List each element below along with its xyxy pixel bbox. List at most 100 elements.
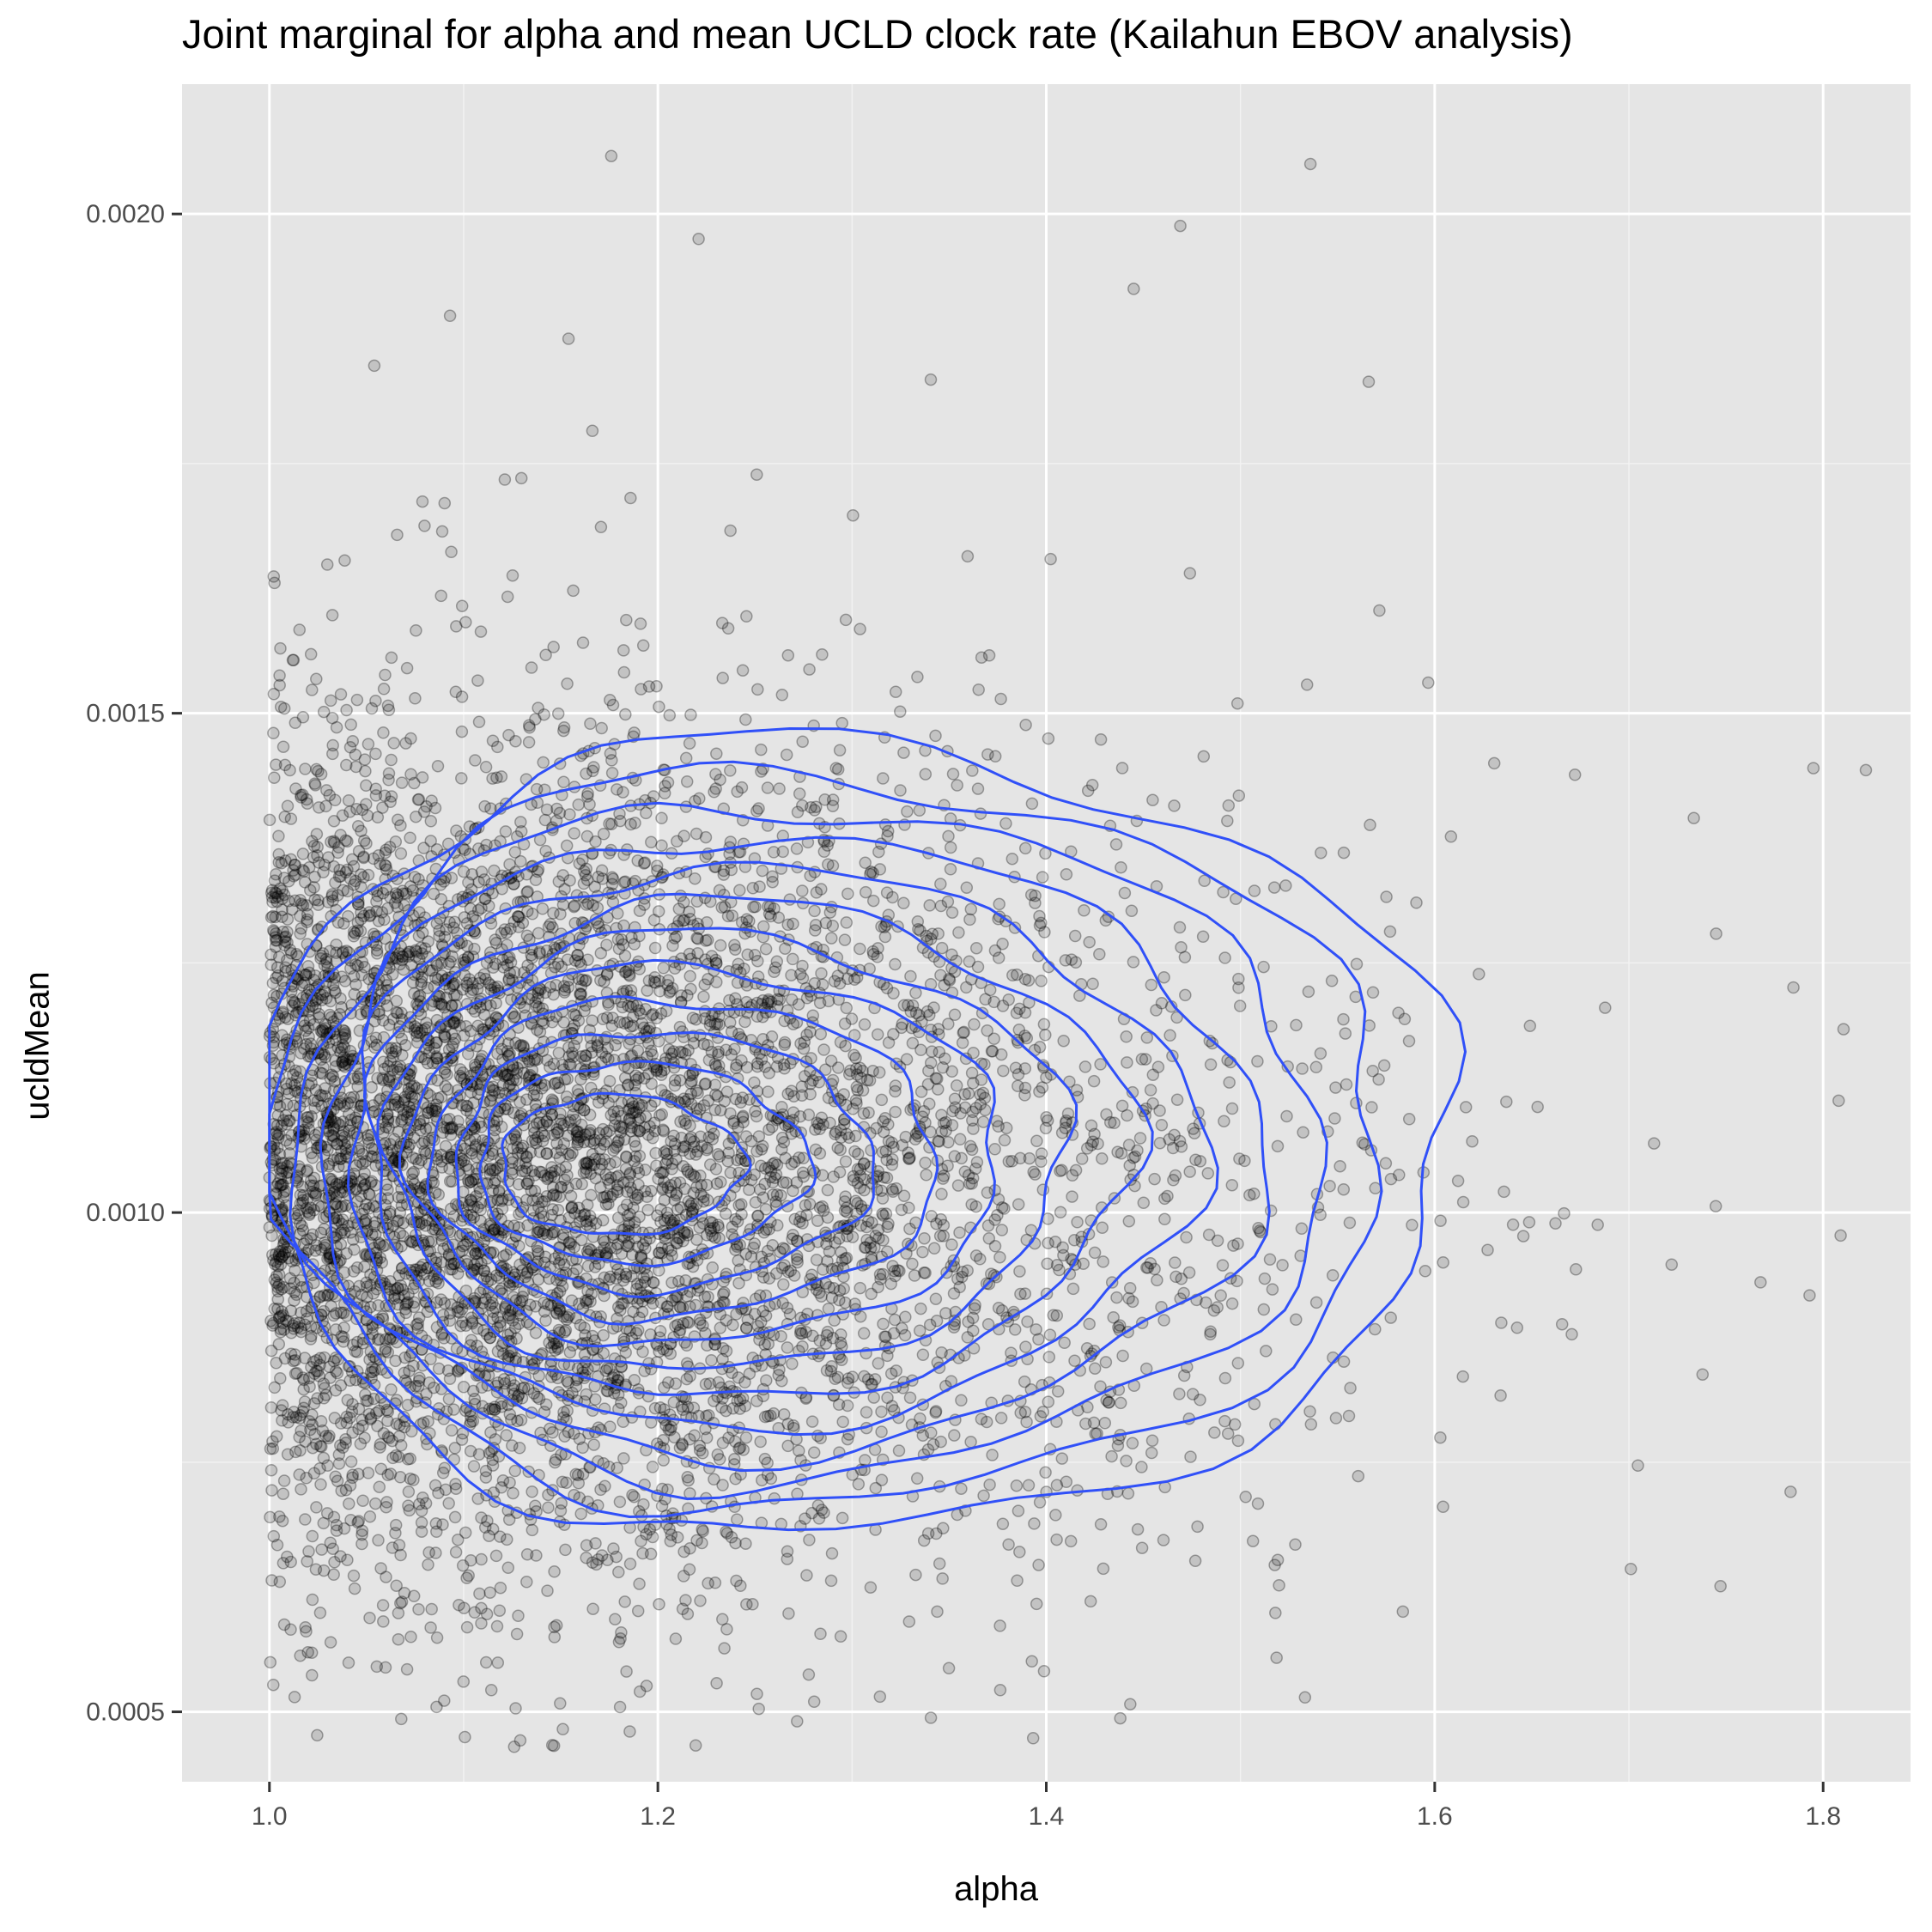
data-point: [283, 1114, 296, 1127]
data-point: [317, 705, 331, 719]
data-point: [404, 732, 417, 745]
data-point: [587, 761, 600, 774]
data-point: [1314, 1047, 1327, 1060]
data-point: [439, 1020, 453, 1033]
data-point: [335, 1484, 348, 1498]
data-point: [544, 1166, 558, 1179]
data-point: [740, 1598, 753, 1611]
data-point: [355, 1288, 368, 1302]
data-point: [811, 1499, 825, 1512]
data-point: [295, 1306, 307, 1320]
data-point: [498, 473, 512, 486]
data-point: [777, 1278, 790, 1291]
data-point: [1696, 1368, 1710, 1381]
data-point: [673, 1176, 687, 1189]
data-point: [710, 1677, 723, 1690]
data-point: [501, 1533, 513, 1546]
data-point: [732, 1254, 744, 1267]
data-point: [1124, 1698, 1137, 1710]
data-point: [551, 1203, 565, 1217]
major-gridlines: [182, 84, 1911, 1782]
data-point: [846, 1370, 860, 1383]
data-point: [617, 644, 630, 657]
data-point: [967, 1122, 980, 1135]
data-point: [267, 1529, 281, 1543]
data-point: [416, 495, 429, 508]
data-point: [1481, 1243, 1494, 1256]
data-point: [1133, 1132, 1147, 1145]
data-point: [769, 961, 782, 975]
data-point: [1041, 1257, 1054, 1270]
data-point: [1145, 1446, 1158, 1460]
data-point: [1392, 1006, 1405, 1019]
data-point: [527, 1204, 540, 1217]
data-point: [1118, 886, 1132, 900]
data-point: [1027, 1165, 1040, 1179]
data-point: [847, 508, 860, 522]
data-point: [456, 1315, 469, 1329]
data-point: [572, 798, 585, 811]
data-point: [1068, 1354, 1081, 1367]
data-point: [542, 1488, 555, 1502]
data-point: [312, 1199, 325, 1212]
data-point: [516, 916, 530, 929]
data-point: [263, 813, 276, 827]
data-point: [1591, 1218, 1604, 1231]
data-point: [355, 1524, 369, 1538]
data-point: [586, 1602, 599, 1615]
data-point: [700, 1143, 714, 1157]
data-point: [739, 1537, 752, 1550]
data-point: [1084, 1595, 1097, 1608]
data-point: [576, 636, 590, 649]
data-point: [343, 1497, 355, 1510]
data-point: [1232, 789, 1246, 802]
data-point: [342, 1656, 355, 1669]
data-point: [848, 1145, 861, 1158]
data-point: [995, 1224, 1009, 1236]
data-point: [743, 1093, 756, 1106]
data-point: [444, 1128, 458, 1141]
data-point: [913, 804, 927, 817]
data-point: [595, 1157, 609, 1170]
data-point: [734, 1579, 747, 1593]
data-point: [312, 894, 325, 907]
data-point: [1266, 1283, 1279, 1296]
data-point: [283, 1087, 295, 1100]
data-point: [724, 835, 738, 848]
data-point: [985, 1044, 999, 1058]
data-point: [866, 1377, 879, 1391]
data-point: [391, 528, 404, 542]
data-point: [284, 812, 298, 825]
data-point: [272, 829, 285, 842]
data-point: [538, 813, 552, 827]
data-point: [586, 1147, 599, 1161]
data-point: [1096, 1221, 1109, 1235]
data-point: [580, 898, 593, 911]
data-point: [1451, 1174, 1465, 1188]
data-point: [666, 939, 679, 952]
data-point: [937, 1522, 950, 1534]
data-point: [683, 1147, 696, 1160]
data-point: [773, 1363, 786, 1376]
data-point: [1366, 1065, 1379, 1078]
data-point: [634, 1007, 647, 1020]
data-point: [786, 1357, 799, 1370]
data-point: [679, 751, 693, 765]
data-point: [462, 1199, 476, 1212]
data-point: [979, 1103, 992, 1117]
data-point: [1369, 1182, 1382, 1195]
data-point: [297, 1042, 311, 1055]
data-point: [361, 1129, 374, 1142]
data-point: [337, 1266, 351, 1279]
data-point: [805, 1415, 819, 1428]
data-point: [1373, 604, 1386, 617]
data-point: [328, 1412, 342, 1425]
data-point: [901, 805, 914, 818]
data-point: [802, 1668, 816, 1681]
data-point: [942, 1662, 956, 1675]
data-point: [617, 665, 631, 679]
data-point: [988, 1213, 1001, 1226]
data-point: [709, 1060, 723, 1073]
data-point: [754, 1435, 767, 1449]
data-point: [1211, 1301, 1224, 1314]
